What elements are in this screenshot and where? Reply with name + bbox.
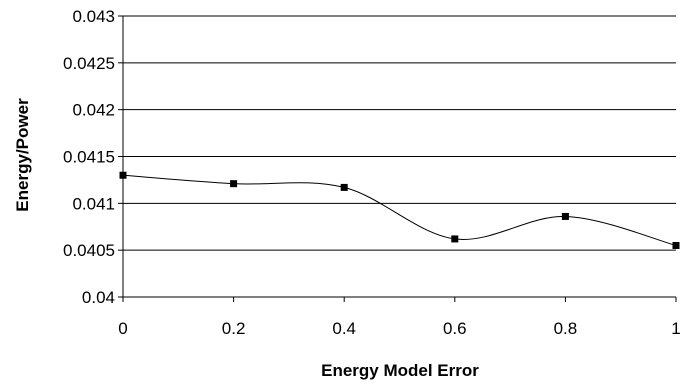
data-point-marker <box>230 180 238 188</box>
y-axis-title: Energy/Power <box>13 98 32 212</box>
x-tick-labels: 0 0.2 0.4 0.6 0.8 1 <box>118 319 680 338</box>
x-tick-label: 0.4 <box>332 319 356 338</box>
y-tick-label: 0.042 <box>72 101 115 120</box>
x-tick-label: 1 <box>671 319 680 338</box>
series <box>119 171 680 249</box>
y-tick-label: 0.041 <box>72 194 115 213</box>
axes <box>118 15 677 302</box>
x-axis-title: Energy Model Error <box>321 361 479 380</box>
y-tick-label: 0.04 <box>82 288 115 307</box>
y-tick-label: 0.043 <box>72 7 115 26</box>
data-point-marker <box>119 171 127 179</box>
data-point-marker <box>672 241 680 249</box>
series-line <box>122 174 677 246</box>
y-tick-label: 0.0415 <box>63 148 115 167</box>
gridlines <box>123 15 676 298</box>
y-tick-label: 0.0425 <box>63 54 115 73</box>
x-tick-label: 0.6 <box>443 319 467 338</box>
x-tick-label: 0.8 <box>554 319 578 338</box>
y-tick-labels: 0.04 0.0405 0.041 0.0415 0.042 0.0425 0.043 <box>63 7 115 307</box>
x-tick-label: 0 <box>118 319 127 338</box>
x-tick-label: 0.2 <box>222 319 246 338</box>
data-point-marker <box>340 183 348 191</box>
data-point-marker <box>451 235 459 243</box>
y-tick-label: 0.0405 <box>63 241 115 260</box>
data-point-marker <box>561 212 569 220</box>
